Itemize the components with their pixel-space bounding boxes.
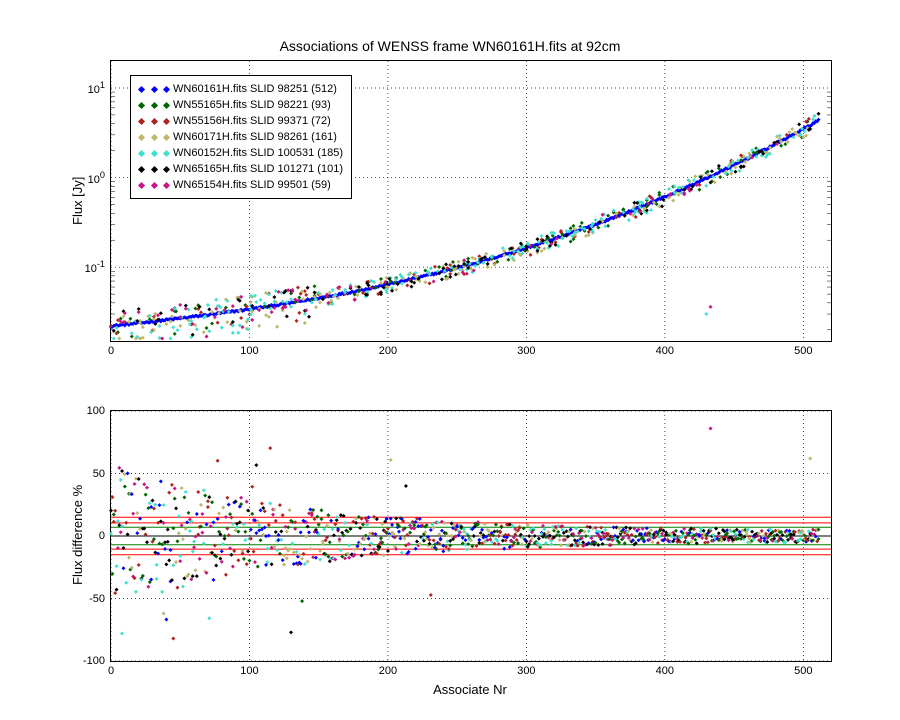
- diff-ylabel: Flux difference %: [70, 485, 85, 585]
- legend-marker: [139, 87, 169, 92]
- legend-label: WN60152H.fits SLID 100531 (185): [173, 145, 343, 161]
- xtick-label: 500: [794, 661, 812, 677]
- xtick-label: 300: [517, 661, 535, 677]
- legend-item: WN65165H.fits SLID 101271 (101): [139, 161, 343, 177]
- xtick-label: 100: [240, 661, 258, 677]
- legend-label: WN60171H.fits SLID 98261 (161): [173, 129, 337, 145]
- ytick-label: 101: [88, 80, 111, 96]
- ytick-label: -50: [89, 593, 111, 605]
- flux-ylabel: Flux [Jy]: [70, 177, 85, 225]
- xtick-label: 200: [379, 341, 397, 357]
- ytick-label: 0: [99, 530, 111, 542]
- ytick-label: 50: [93, 468, 111, 480]
- legend-label: WN65154H.fits SLID 99501 (59): [173, 177, 331, 193]
- legend-marker: [139, 167, 169, 172]
- ytick-label: -100: [83, 655, 111, 667]
- xtick-label: 500: [794, 341, 812, 357]
- legend-marker: [139, 119, 169, 124]
- legend-item: WN65154H.fits SLID 99501 (59): [139, 177, 343, 193]
- diff-plot: [111, 411, 831, 661]
- legend-marker: [139, 151, 169, 156]
- diff-xlabel: Associate Nr: [110, 682, 830, 697]
- xtick-label: 0: [108, 341, 114, 357]
- figure: Associations of WENSS frame WN60161H.fit…: [0, 0, 900, 720]
- legend-item: WN55165H.fits SLID 98221 (93): [139, 97, 343, 113]
- legend-item: WN60161H.fits SLID 98251 (512): [139, 81, 343, 97]
- xtick-label: 400: [656, 341, 674, 357]
- legend-marker: [139, 183, 169, 188]
- xtick-label: 300: [517, 341, 535, 357]
- diff-axes: 0100200300400500-100-50050100: [110, 410, 832, 662]
- legend-label: WN55156H.fits SLID 99371 (72): [173, 113, 331, 129]
- xtick-label: 400: [656, 661, 674, 677]
- legend-item: WN60152H.fits SLID 100531 (185): [139, 145, 343, 161]
- legend-label: WN55165H.fits SLID 98221 (93): [173, 97, 331, 113]
- ytick-label: 10-1: [85, 259, 111, 275]
- legend-item: WN55156H.fits SLID 99371 (72): [139, 113, 343, 129]
- legend-marker: [139, 103, 169, 108]
- legend-marker: [139, 135, 169, 140]
- chart-title: Associations of WENSS frame WN60161H.fit…: [0, 38, 900, 54]
- xtick-label: 100: [240, 341, 258, 357]
- xtick-label: 200: [379, 661, 397, 677]
- legend-label: WN65165H.fits SLID 101271 (101): [173, 161, 343, 177]
- ytick-label: 100: [88, 170, 111, 186]
- legend-item: WN60171H.fits SLID 98261 (161): [139, 129, 343, 145]
- ytick-label: 100: [87, 405, 111, 417]
- legend-label: WN60161H.fits SLID 98251 (512): [173, 81, 337, 97]
- legend: WN60161H.fits SLID 98251 (512)WN55165H.f…: [130, 75, 352, 199]
